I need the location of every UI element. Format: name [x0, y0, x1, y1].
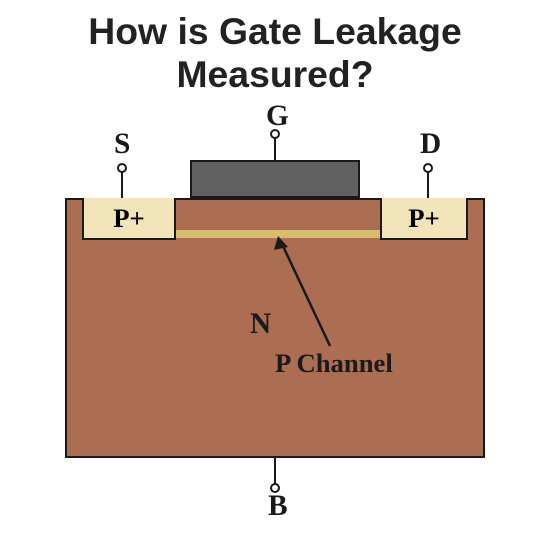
body-lead-tip: [271, 484, 279, 492]
channel-arrow-shaft: [282, 244, 330, 346]
source-lead-tip: [118, 164, 126, 172]
title-line2: Measured?: [176, 53, 373, 95]
drain-lead-tip: [424, 164, 432, 172]
diagram-overlay: [50, 128, 500, 528]
channel-arrow-head: [274, 236, 288, 250]
title-line1: How is Gate Leakage: [88, 10, 461, 52]
mosfet-diagram: P+ P+ N P Channel S G D B: [50, 128, 500, 528]
page-title: How is Gate Leakage Measured?: [0, 0, 550, 96]
gate-lead-tip: [271, 130, 279, 138]
